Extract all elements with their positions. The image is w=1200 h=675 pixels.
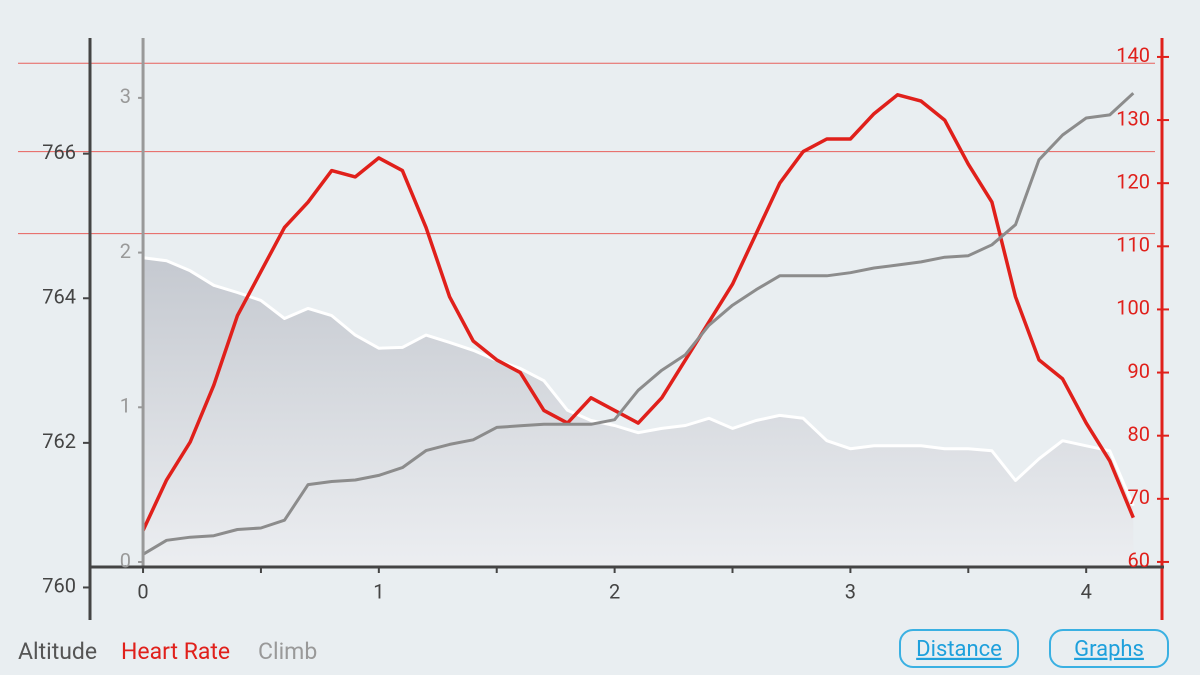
y2-tick-label: 70 bbox=[1128, 485, 1150, 509]
x-tick-label: 0 bbox=[137, 579, 148, 603]
y2-tick-label: 130 bbox=[1116, 106, 1150, 130]
y-tick-label: 760 bbox=[42, 574, 76, 598]
y3-tick-label: 3 bbox=[120, 84, 131, 108]
button-label[interactable]: Distance bbox=[916, 637, 1002, 662]
y2-tick-label: 110 bbox=[1116, 233, 1150, 257]
y2-tick-label: 120 bbox=[1116, 169, 1150, 193]
button-frame[interactable] bbox=[1049, 629, 1169, 668]
y-tick-label: 764 bbox=[42, 285, 76, 309]
y2-tick-label: 140 bbox=[1116, 43, 1150, 67]
graphs-button[interactable]: Graphs bbox=[1049, 629, 1169, 668]
y2-tick-label: 60 bbox=[1128, 548, 1150, 572]
y3-tick-label: 1 bbox=[120, 394, 131, 418]
y2-tick-label: 90 bbox=[1128, 359, 1150, 383]
line bbox=[141, 93, 1135, 532]
line bbox=[142, 256, 1135, 507]
button-label[interactable]: Graphs bbox=[1074, 637, 1144, 662]
y2-tick-label: 100 bbox=[1116, 296, 1150, 320]
legend-entry: Heart Rate bbox=[121, 638, 230, 665]
x-tick-label: 4 bbox=[1081, 579, 1092, 603]
y2-tick-label: 80 bbox=[1128, 422, 1150, 446]
x-tick-label: 2 bbox=[609, 579, 620, 603]
y-tick-label: 762 bbox=[42, 429, 76, 453]
y3-tick-label: 2 bbox=[120, 239, 131, 263]
legend-entry: Climb bbox=[258, 638, 317, 665]
x-tick-label: 3 bbox=[845, 579, 856, 603]
legend-entry: Altitude bbox=[18, 638, 97, 665]
line bbox=[142, 92, 1135, 556]
legend: Altitude Heart Rate Climb bbox=[18, 638, 317, 665]
area bbox=[143, 257, 1134, 567]
y3-tick-label: 0 bbox=[120, 548, 131, 572]
button-frame[interactable] bbox=[899, 629, 1019, 668]
x-tick-label: 1 bbox=[373, 579, 384, 603]
y-tick-label: 766 bbox=[42, 140, 76, 164]
distance-button[interactable]: Distance bbox=[899, 629, 1019, 668]
